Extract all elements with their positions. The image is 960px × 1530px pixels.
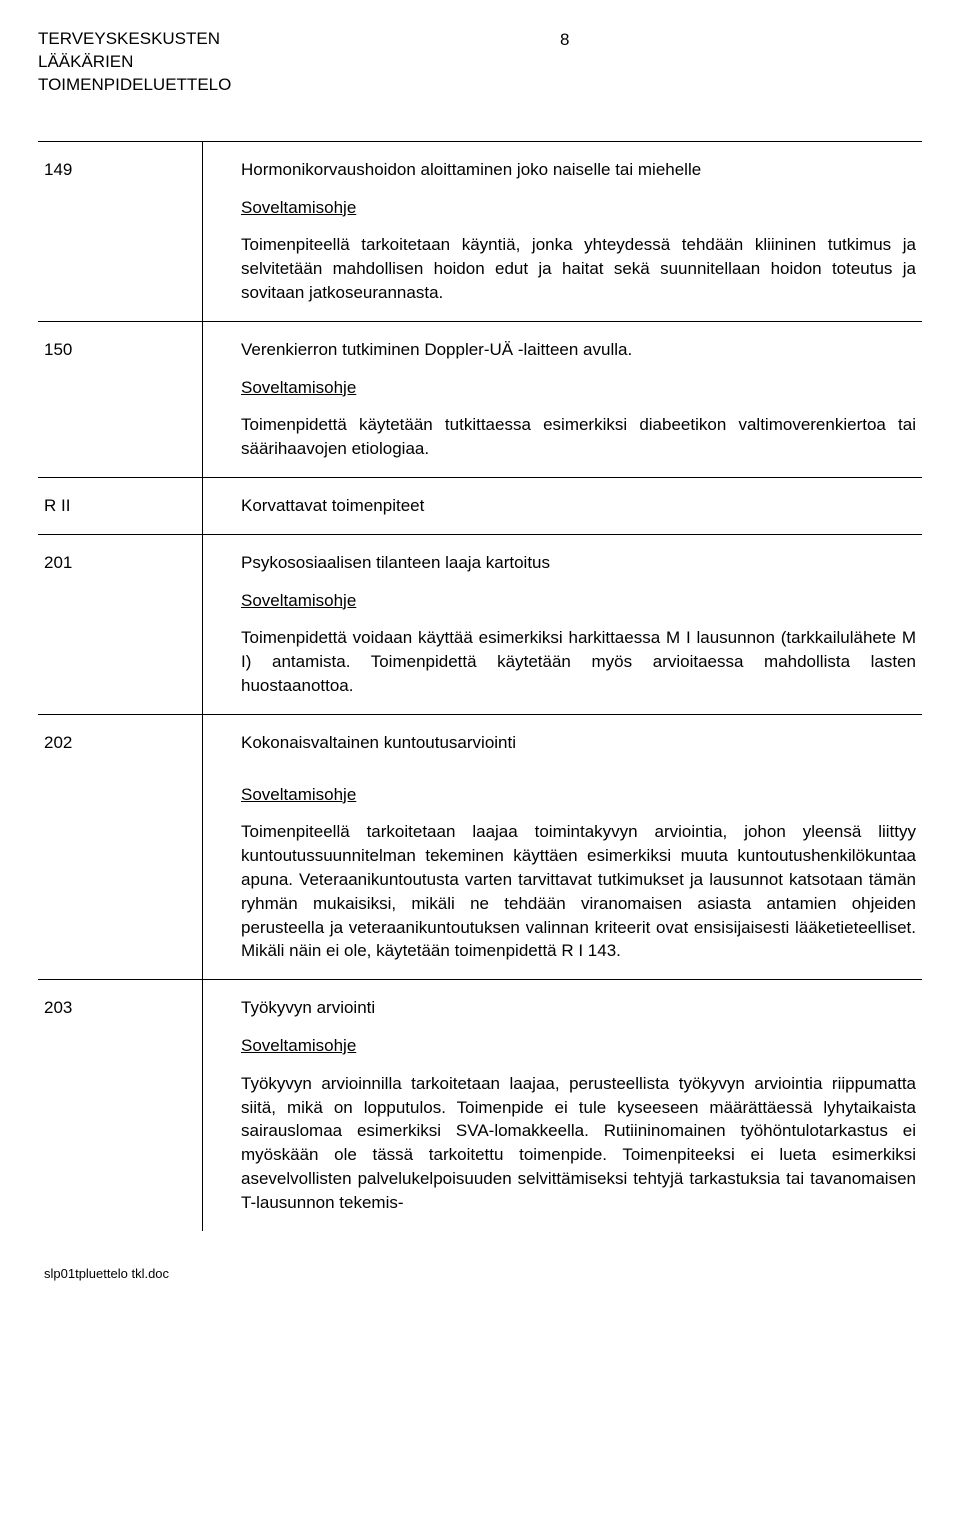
entry-body: Toimenpidettä käytetään tutkittaessa esi… [241, 413, 916, 461]
page-number: 8 [480, 28, 922, 97]
entry-code: 150 [38, 322, 203, 477]
section-code: R II [38, 478, 203, 534]
entry-body: Toimenpiteellä tarkoitetaan käyntiä, jon… [241, 233, 916, 304]
entry-content: Psykososiaalisen tilanteen laaja kartoit… [203, 535, 922, 714]
entry-body: Toimenpidettä voidaan käyttää esimerkiks… [241, 626, 916, 697]
entry-subheading: Soveltamisohje [241, 376, 916, 400]
entry-subheading: Soveltamisohje [241, 589, 916, 613]
entry-title: Hormonikorvaushoidon aloittaminen joko n… [241, 158, 916, 182]
entry-body: Työkyvyn arvioinnilla tarkoitetaan laaja… [241, 1072, 916, 1215]
entry-code: 201 [38, 535, 203, 714]
entry-code: 202 [38, 715, 203, 979]
entry-subheading: Soveltamisohje [241, 196, 916, 220]
section-content: Korvattavat toimenpiteet [203, 478, 922, 534]
header-title: TERVEYSKESKUSTEN LÄÄKÄRIEN TOIMENPIDELUE… [38, 28, 231, 97]
entry-content: Kokonaisvaltainen kuntoutusarviointi Sov… [203, 715, 922, 979]
section-title: Korvattavat toimenpiteet [241, 494, 916, 518]
entry-body: Toimenpiteellä tarkoitetaan laajaa toimi… [241, 820, 916, 963]
footer-filename: slp01tpluettelo tkl.doc [38, 1265, 922, 1283]
entry-row: 201 Psykososiaalisen tilanteen laaja kar… [38, 534, 922, 714]
entry-content: Työkyvyn arviointi Soveltamisohje Työkyv… [203, 980, 922, 1230]
entries-table: 149 Hormonikorvaushoidon aloittaminen jo… [38, 141, 922, 1231]
entry-code: 203 [38, 980, 203, 1230]
entry-code: 149 [38, 142, 203, 321]
header-line3: TOIMENPIDELUETTELO [38, 74, 231, 97]
entry-content: Hormonikorvaushoidon aloittaminen joko n… [203, 142, 922, 321]
entry-subheading: Soveltamisohje [241, 1034, 916, 1058]
entry-row: 150 Verenkierron tutkiminen Doppler-UÄ -… [38, 321, 922, 477]
entry-row: 202 Kokonaisvaltainen kuntoutusarviointi… [38, 714, 922, 979]
entry-row: 203 Työkyvyn arviointi Soveltamisohje Ty… [38, 979, 922, 1230]
header-line1: TERVEYSKESKUSTEN [38, 28, 231, 51]
header-line2: LÄÄKÄRIEN [38, 51, 231, 74]
page-header: TERVEYSKESKUSTEN LÄÄKÄRIEN TOIMENPIDELUE… [38, 28, 922, 97]
entry-title: Verenkierron tutkiminen Doppler-UÄ -lait… [241, 338, 916, 362]
entry-title: Kokonaisvaltainen kuntoutusarviointi [241, 731, 916, 755]
entry-subheading: Soveltamisohje [241, 783, 916, 807]
entry-title: Työkyvyn arviointi [241, 996, 916, 1020]
entry-title: Psykososiaalisen tilanteen laaja kartoit… [241, 551, 916, 575]
section-row: R II Korvattavat toimenpiteet [38, 477, 922, 534]
entry-row: 149 Hormonikorvaushoidon aloittaminen jo… [38, 141, 922, 321]
entry-content: Verenkierron tutkiminen Doppler-UÄ -lait… [203, 322, 922, 477]
